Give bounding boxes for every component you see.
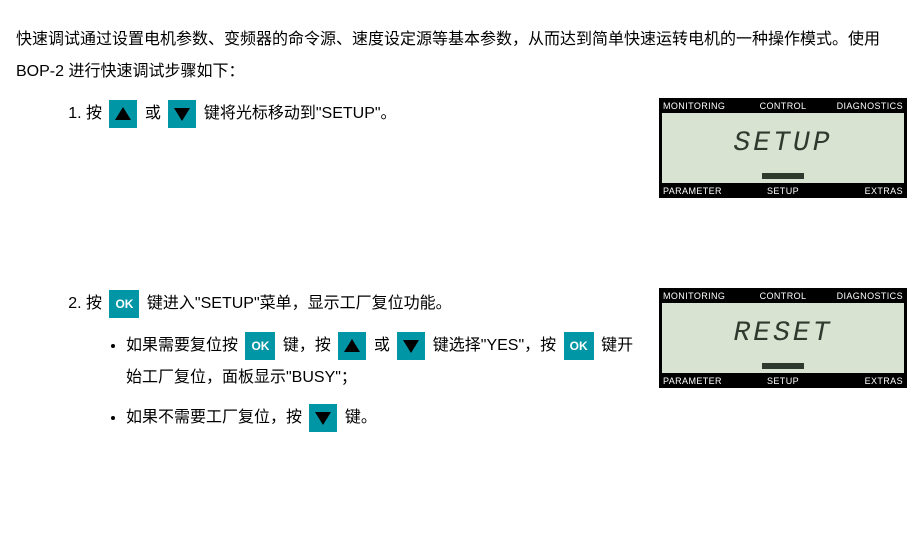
label-diagnostics: DIAGNOSTICS — [823, 287, 907, 305]
text-fragment: 键进入"SETUP"菜单，显示工厂复位功能。 — [147, 295, 452, 312]
label-diagnostics: DIAGNOSTICS — [823, 97, 907, 115]
lcd-text: RESET — [733, 306, 832, 362]
lcd-text: SETUP — [733, 116, 832, 172]
text-fragment: 或 — [145, 105, 161, 122]
down-arrow-key-icon — [168, 100, 196, 128]
label-parameter: PARAMETER — [659, 182, 743, 200]
device-bottom-labels: PARAMETER SETUP EXTRAS — [659, 373, 907, 388]
device-top-labels: MONITORING CONTROL DIAGNOSTICS — [659, 98, 907, 113]
intro-paragraph: 快速调试通过设置电机参数、变频器的命令源、速度设定源等基本参数，从而达到简单快速… — [16, 24, 907, 88]
up-arrow-key-icon — [109, 100, 137, 128]
text-fragment: 或 — [374, 337, 390, 354]
label-monitoring: MONITORING — [659, 97, 743, 115]
step-2-text: 按 OK 键进入"SETUP"菜单，显示工厂复位功能。 如果需要复位按 OK 键… — [86, 288, 659, 442]
step-2: 按 OK 键进入"SETUP"菜单，显示工厂复位功能。 如果需要复位按 OK 键… — [86, 288, 907, 442]
text-fragment: 键。 — [345, 409, 377, 426]
text-fragment: 按 — [86, 105, 102, 122]
device-top-labels: MONITORING CONTROL DIAGNOSTICS — [659, 288, 907, 303]
lcd-marker — [762, 173, 804, 179]
label-parameter: PARAMETER — [659, 372, 743, 390]
text-fragment: 键将光标移动到"SETUP"。 — [204, 105, 397, 122]
lcd-screen: SETUP — [659, 113, 907, 183]
lcd-screen: RESET — [659, 303, 907, 373]
text-fragment: 如果需要复位按 — [126, 337, 238, 354]
lcd-marker — [762, 363, 804, 369]
step-2-sublist: 如果需要复位按 OK 键，按 或 键选择"YES"，按 OK — [86, 330, 639, 434]
ok-key-icon: OK — [109, 290, 139, 318]
ok-key-icon: OK — [564, 332, 594, 360]
text-fragment: 键选择"YES"，按 — [433, 337, 556, 354]
label-monitoring: MONITORING — [659, 287, 743, 305]
label-control: CONTROL — [743, 97, 823, 115]
text-fragment: 键，按 — [283, 337, 331, 354]
label-control: CONTROL — [743, 287, 823, 305]
down-arrow-key-icon — [309, 404, 337, 432]
label-extras: EXTRAS — [823, 372, 907, 390]
label-extras: EXTRAS — [823, 182, 907, 200]
bullet-1: 如果需要复位按 OK 键，按 或 键选择"YES"，按 OK — [126, 330, 639, 394]
label-setup: SETUP — [743, 182, 823, 200]
lcd-device-1: MONITORING CONTROL DIAGNOSTICS SETUP PAR… — [659, 98, 907, 198]
ok-key-icon: OK — [245, 332, 275, 360]
device-bottom-labels: PARAMETER SETUP EXTRAS — [659, 183, 907, 198]
lcd-device-2: MONITORING CONTROL DIAGNOSTICS RESET PAR… — [659, 288, 907, 388]
steps-list: 按 或 键将光标移动到"SETUP"。 MONITORING CONTROL D… — [16, 98, 907, 442]
text-fragment: 如果不需要工厂复位，按 — [126, 409, 302, 426]
down-arrow-key-icon — [397, 332, 425, 360]
up-arrow-key-icon — [338, 332, 366, 360]
step-1: 按 或 键将光标移动到"SETUP"。 MONITORING CONTROL D… — [86, 98, 907, 198]
bullet-2: 如果不需要工厂复位，按 键。 — [126, 402, 639, 434]
document-body: 快速调试通过设置电机参数、变频器的命令源、速度设定源等基本参数，从而达到简单快速… — [0, 0, 923, 540]
step-1-text: 按 或 键将光标移动到"SETUP"。 — [86, 98, 659, 130]
label-setup: SETUP — [743, 372, 823, 390]
text-fragment: 按 — [86, 295, 102, 312]
